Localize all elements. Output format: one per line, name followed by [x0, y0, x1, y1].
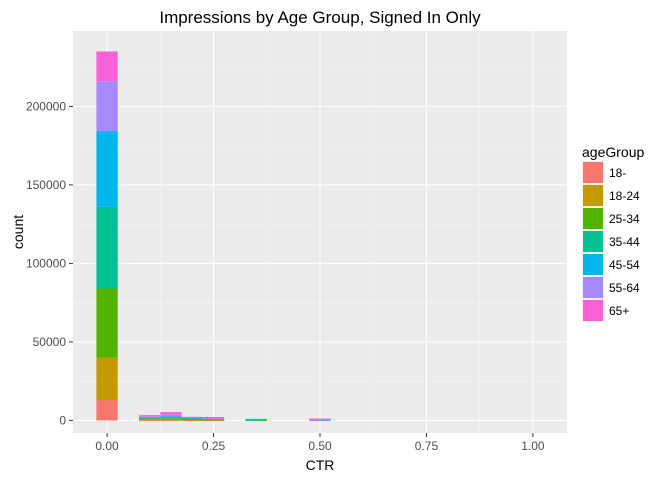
- y-tick-label: 100000: [26, 256, 66, 270]
- bar-segment: [96, 81, 118, 132]
- bar-segment: [309, 419, 331, 421]
- bars: [96, 51, 331, 422]
- bar-segment: [202, 418, 225, 420]
- bar-segment: [139, 417, 161, 418]
- bar-segment: [181, 419, 203, 420]
- legend-title: ageGroup: [582, 144, 644, 160]
- legend-label: 25-34: [609, 212, 640, 226]
- bar-segment: [139, 420, 161, 421]
- bar-segment: [160, 416, 182, 418]
- x-axis-title: CTR: [306, 457, 335, 473]
- bar-segment: [139, 418, 161, 420]
- x-tick-label: 0.75: [415, 439, 439, 453]
- bar-segment: [139, 416, 161, 418]
- y-axis: 0 50000 100000 150000 200000: [26, 99, 73, 427]
- x-tick-label: 0.50: [308, 439, 332, 453]
- bar-segment: [96, 206, 118, 289]
- legend: ageGroup 18- 18-24 25-34 35-44 45-54 55-64 65+: [582, 144, 644, 322]
- y-tick-label: 200000: [26, 99, 66, 113]
- bar-segment: [309, 418, 331, 420]
- bar-segment: [181, 417, 203, 419]
- bar-segment: [139, 417, 161, 419]
- legend-key: [583, 277, 603, 298]
- bar-segment: [181, 417, 203, 419]
- legend-key: [583, 185, 603, 206]
- chart-title: Impressions by Age Group, Signed In Only: [159, 8, 481, 27]
- y-axis-title: count: [10, 215, 26, 249]
- x-tick-label: 1.00: [521, 439, 545, 453]
- bar-segment: [245, 419, 267, 421]
- bar-segment: [96, 288, 118, 358]
- bar-segment: [160, 414, 182, 417]
- bar-segment: [202, 416, 225, 419]
- bar-segment: [139, 419, 161, 421]
- y-tick-label: 150000: [26, 178, 66, 192]
- bar-segment: [160, 420, 182, 421]
- bar-segment: [96, 131, 118, 207]
- legend-label: 55-64: [609, 281, 640, 295]
- grid: [73, 31, 567, 433]
- legend-key: [583, 162, 603, 183]
- legend-key: [583, 231, 603, 252]
- bar-segment: [181, 418, 203, 420]
- bar-segment: [202, 419, 225, 421]
- legend-label: 18-24: [609, 189, 640, 203]
- x-tick-label: 0.25: [202, 439, 226, 453]
- legend-label: 65+: [609, 304, 629, 318]
- x-axis: 0.00 0.25 0.50 0.75 1.00: [95, 433, 545, 453]
- y-tick-label: 50000: [33, 335, 67, 349]
- legend-key: [583, 300, 603, 321]
- bar-segment: [96, 400, 118, 421]
- legend-label: 35-44: [609, 235, 640, 249]
- legend-label: 45-54: [609, 258, 640, 272]
- bar-segment: [181, 419, 203, 421]
- bar-segment: [160, 418, 182, 420]
- bar-segment: [160, 417, 182, 419]
- bar-segment: [160, 412, 182, 415]
- bar-segment: [181, 416, 203, 418]
- legend-key: [583, 254, 603, 275]
- bar-segment: [202, 420, 225, 421]
- bar-segment: [139, 415, 161, 417]
- bar-segment: [96, 357, 118, 401]
- legend-label: 18-: [609, 166, 626, 180]
- bar-segment: [160, 419, 182, 421]
- bar-segment: [245, 418, 267, 420]
- x-tick-label: 0.00: [95, 439, 119, 453]
- y-tick-label: 0: [59, 413, 66, 427]
- bar-segment: [96, 51, 118, 82]
- legend-key: [583, 208, 603, 229]
